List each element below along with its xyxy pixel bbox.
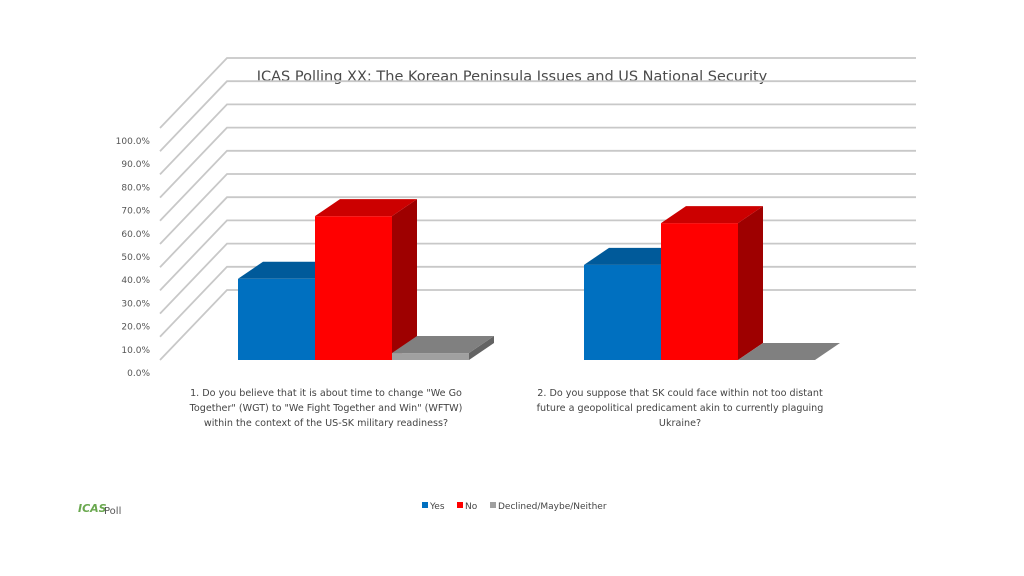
y-tick-label: 80.0% — [121, 183, 150, 193]
bar-front — [315, 216, 392, 360]
category-label-2: 2. Do you suppose that SK could face wit… — [537, 388, 824, 429]
y-tick-label: 50.0% — [121, 253, 150, 263]
legend: Yes No Declined/Maybe/Neither — [422, 502, 607, 512]
y-tick-label: 0.0% — [127, 369, 150, 379]
y-tick-label: 20.0% — [121, 323, 150, 333]
legend-item-declined-maybe-neither: Declined/Maybe/Neither — [490, 502, 607, 512]
bar-no-q1 — [315, 199, 417, 360]
bar-top — [584, 247, 686, 265]
bar-top — [238, 261, 340, 279]
category-label-1: 1. Do you believe that it is about time … — [189, 388, 463, 429]
legend-swatch — [422, 502, 428, 508]
legend-swatch — [457, 502, 463, 508]
y-tick-label: 60.0% — [121, 230, 150, 240]
legend-label: Yes — [429, 502, 445, 512]
bar-no-q2 — [661, 206, 763, 360]
logo-suffix: Poll — [104, 506, 121, 517]
gridlines — [159, 57, 916, 361]
gridline — [159, 103, 916, 176]
gridline — [159, 126, 916, 199]
legend-label: No — [465, 502, 478, 512]
y-tick-label: 10.0% — [121, 346, 150, 356]
bar-side — [392, 199, 417, 360]
legend-swatch — [490, 502, 496, 508]
logo-brand: ICAS — [78, 502, 107, 515]
gridline — [159, 196, 916, 268]
gridline — [159, 57, 916, 129]
y-axis: 0.0% 10.0% 20.0% 30.0% 40.0% 50.0% 60.0% 70.0% 8… — [116, 137, 151, 379]
bar-side — [738, 206, 763, 360]
gridline — [159, 173, 916, 245]
bar-top — [315, 199, 417, 217]
y-tick-label: 30.0% — [121, 299, 150, 309]
bar-front — [392, 353, 469, 360]
y-tick-label: 100.0% — [116, 137, 151, 147]
bar-top — [738, 343, 840, 360]
y-tick-label: 90.0% — [121, 160, 150, 170]
bar-declined-maybe-neither-q1 — [392, 336, 494, 360]
y-tick-label: 40.0% — [121, 276, 150, 286]
chart-title: ICAS Polling XX: The Korean Peninsula Is… — [257, 69, 768, 85]
legend-label: Declined/Maybe/Neither — [498, 502, 607, 512]
bar-top — [661, 206, 763, 224]
legend-item-no: No — [457, 502, 478, 512]
bar-top — [392, 336, 494, 354]
gridline — [159, 149, 916, 222]
bar-declined-maybe-neither-q2 — [738, 343, 840, 360]
bar-front — [238, 278, 315, 360]
legend-item-yes: Yes — [422, 502, 445, 512]
icas-poll-logo: ICAS Poll — [78, 502, 121, 517]
bars — [238, 199, 840, 360]
gridline — [159, 80, 916, 152]
y-tick-label: 70.0% — [121, 207, 150, 217]
bar-front — [661, 223, 738, 360]
x-axis: 1. Do you believe that it is about time … — [189, 388, 824, 429]
bar-front — [584, 264, 661, 360]
bar-side — [469, 336, 494, 360]
